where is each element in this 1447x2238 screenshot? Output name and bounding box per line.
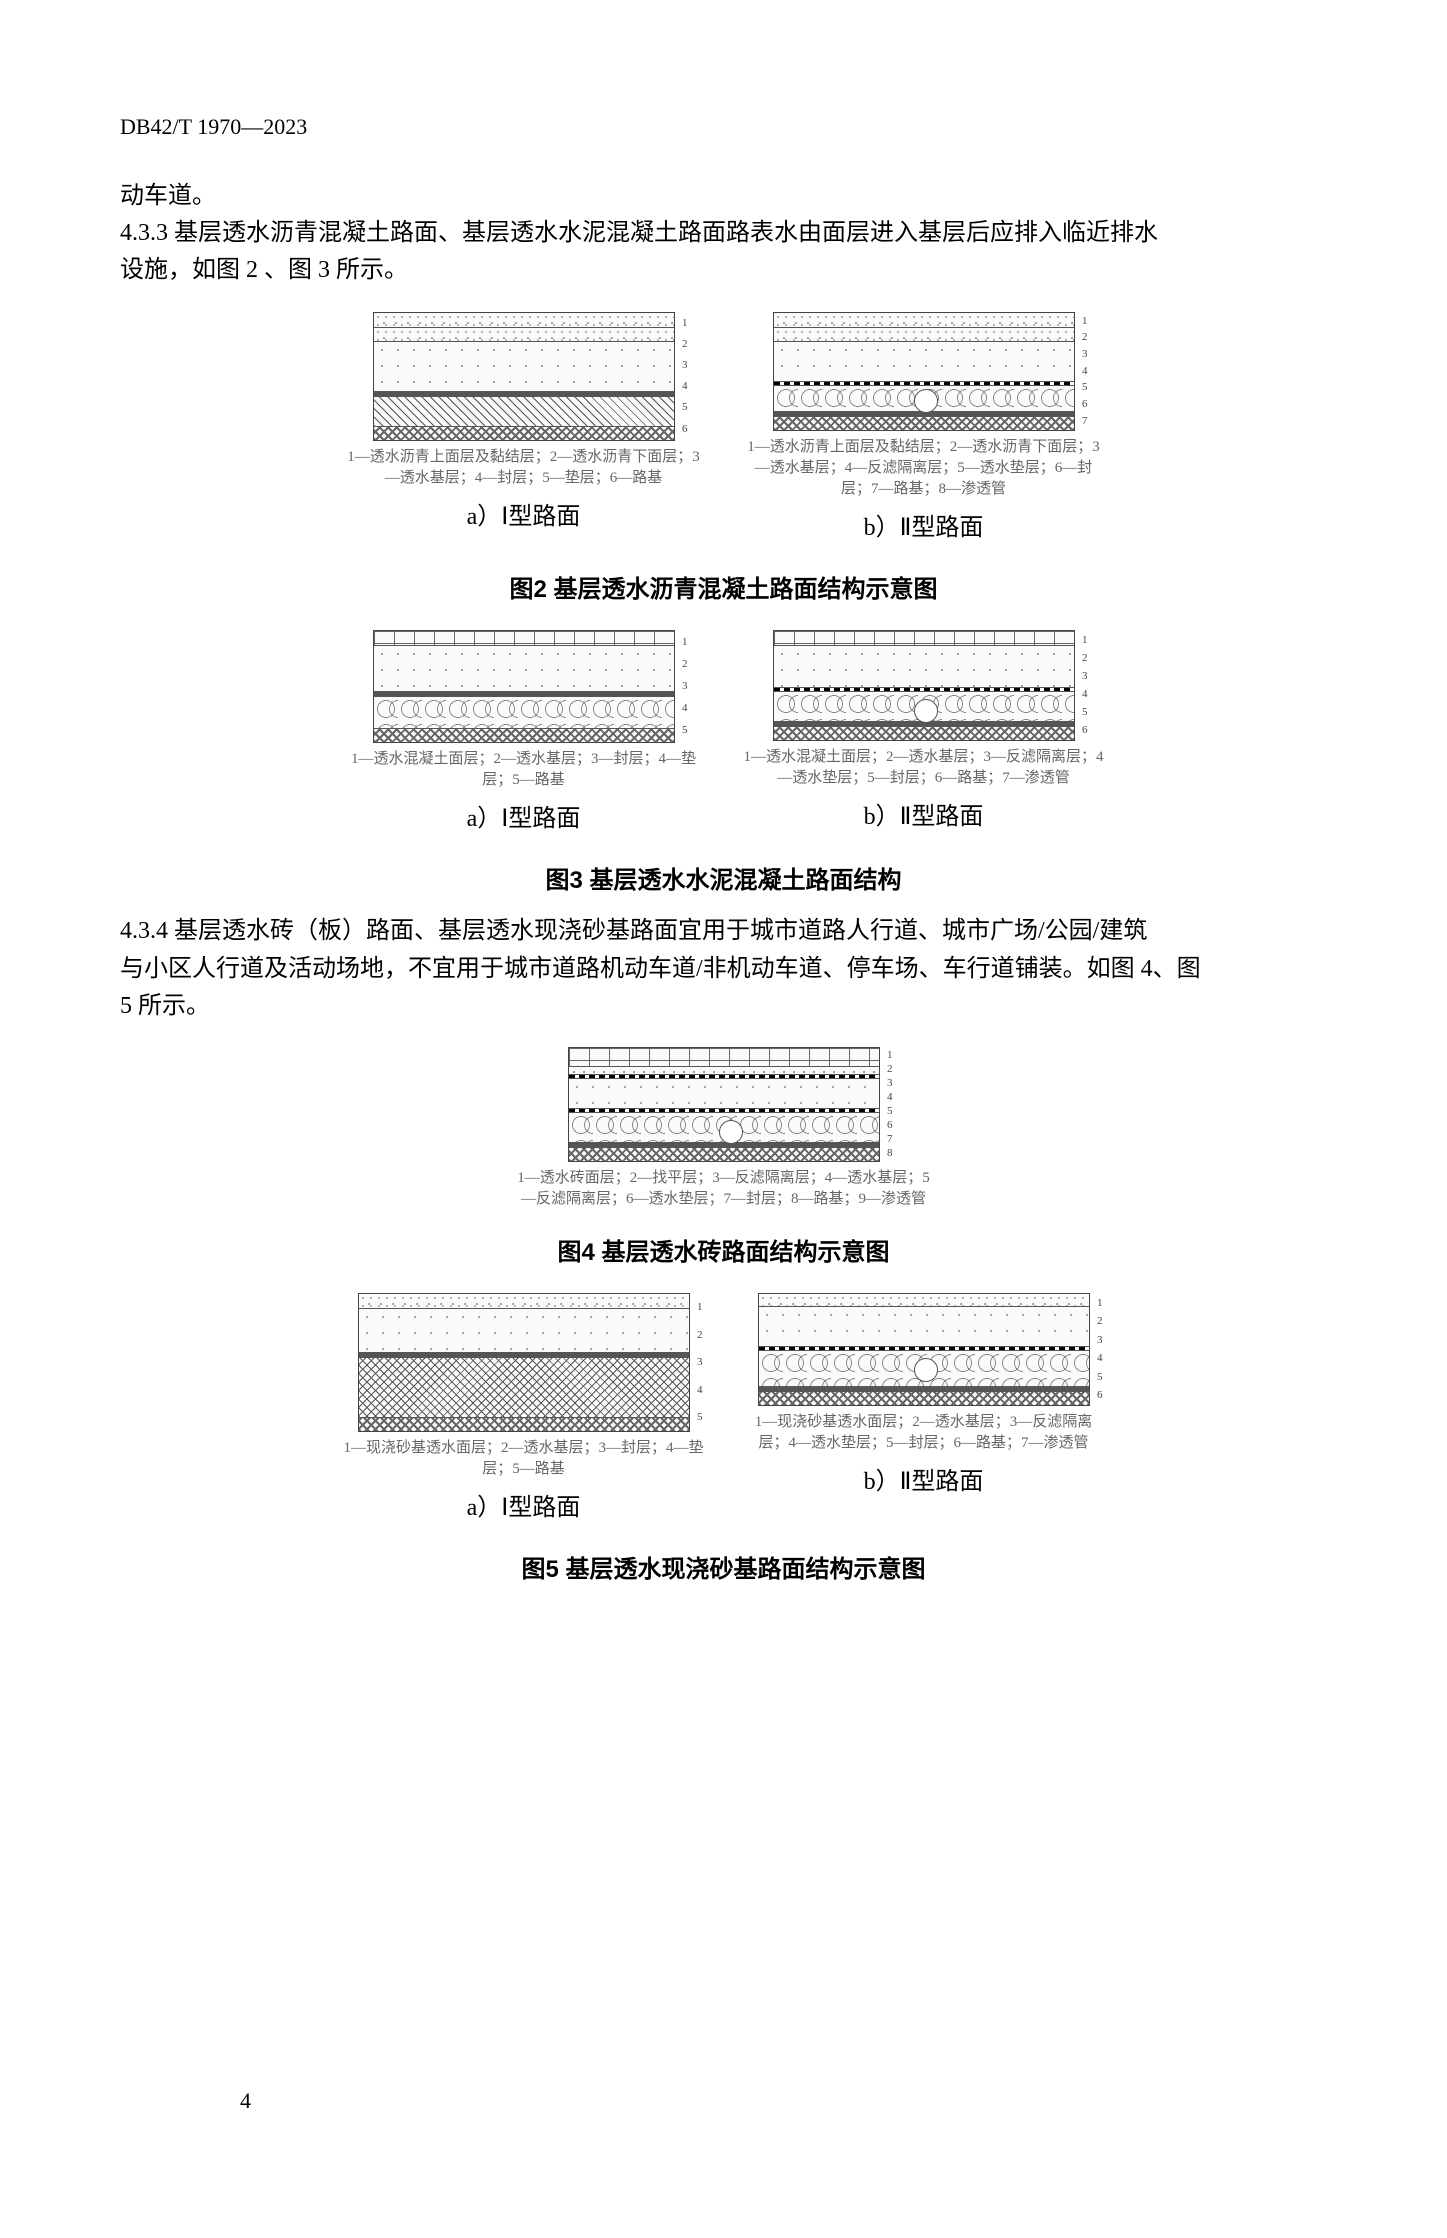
fig2-a-legend: 1—透水沥青上面层及黏结层；2—透水沥青下面层；3—透水基层；4—封层；5—垫层… (344, 447, 704, 489)
fig2-title: 图2 基层透水沥青混凝土路面结构示意图 (120, 571, 1327, 608)
fig3-b-legend: 1—透水混凝土面层；2—透水基层；3—反滤隔离层；4—透水垫层；5—封层；6—路… (744, 747, 1104, 789)
layer-numbers: 1234567 (1082, 313, 1088, 430)
layer-numbers: 12345 (682, 631, 688, 742)
layer (359, 1357, 689, 1417)
clause-num-434: 4.3.4 (120, 918, 168, 944)
layer-numbers: 123456 (682, 313, 688, 440)
cont-line: 动车道。 (120, 178, 1327, 215)
layer (759, 1306, 1089, 1346)
layer (374, 728, 674, 742)
fig5-title: 图5 基层透水现浇砂基路面结构示意图 (120, 1551, 1327, 1588)
fig5-a-label: a）Ⅰ型路面 (467, 1490, 581, 1527)
fig5-b-diagram: 123456 (758, 1293, 1090, 1406)
layer-numbers: 123456 (1082, 631, 1088, 740)
fig5-b-legend: 1—现浇砂基透水面层；2—透水基层；3—反滤隔离层；4—透水垫层；5—封层；6—… (744, 1412, 1104, 1454)
pipe-icon (914, 699, 938, 723)
layer (774, 631, 1074, 645)
fig3-a-legend: 1—透水混凝土面层；2—透水基层；3—封层；4—垫层；5—路基 (344, 749, 704, 791)
page-number: 4 (240, 2084, 251, 2118)
p-4-3-4-l3: 5 所示。 (120, 988, 1327, 1025)
layer (374, 313, 674, 327)
layer (774, 327, 1074, 341)
pipe-icon (719, 1120, 743, 1144)
fig5-b-label: b）Ⅱ型路面 (864, 1464, 984, 1501)
p-4-3-3-l2: 设施，如图 2 、图 3 所示。 (120, 252, 1327, 289)
layer (359, 1417, 689, 1431)
fig4-title: 图4 基层透水砖路面结构示意图 (120, 1234, 1327, 1271)
layer-numbers: 12345 (697, 1294, 703, 1431)
fig5-a: 12345 1—现浇砂基透水面层；2—透水基层；3—封层；4—垫层；5—路基 a… (344, 1293, 704, 1527)
fig3-b-label: b）Ⅱ型路面 (864, 799, 984, 836)
fig3-a-diagram: 12345 (373, 630, 675, 743)
fig2-b-diagram: 1234567 (773, 312, 1075, 431)
layer (374, 327, 674, 341)
pipe-icon (914, 389, 938, 413)
layer (759, 1294, 1089, 1306)
fig2-a-diagram: 123456 (373, 312, 675, 441)
layer (374, 341, 674, 391)
fig2: 123456 1—透水沥青上面层及黏结层；2—透水沥青下面层；3—透水基层；4—… (120, 312, 1327, 547)
layer (359, 1308, 689, 1352)
fig3-title: 图3 基层透水水泥混凝土路面结构 (120, 862, 1327, 899)
layer (774, 645, 1074, 687)
layer (374, 426, 674, 440)
p-4-3-4-l2: 与小区人行道及活动场地，不宜用于城市道路机动车道/非机动车道、停车场、车行道铺装… (120, 951, 1327, 988)
fig2-b: 1234567 1—透水沥青上面层及黏结层；2—透水沥青下面层；3—透水基层；4… (744, 312, 1104, 547)
doc-code: DB42/T 1970—2023 (120, 110, 1327, 144)
layer-numbers: 123456 (1097, 1294, 1103, 1405)
layer-numbers: 12345678 (887, 1048, 893, 1161)
fig5: 12345 1—现浇砂基透水面层；2—透水基层；3—封层；4—垫层；5—路基 a… (120, 1293, 1327, 1527)
clause-434-text: 基层透水砖（板）路面、基层透水现浇砂基路面宜用于城市道路人行道、城市广场/公园/… (168, 918, 1147, 944)
layer (759, 1391, 1089, 1405)
layer (374, 631, 674, 645)
fig3-a: 12345 1—透水混凝土面层；2—透水基层；3—封层；4—垫层；5—路基 a）… (344, 630, 704, 838)
layer (569, 1066, 879, 1074)
p-4-3-4: 4.3.4 基层透水砖（板）路面、基层透水现浇砂基路面宜用于城市道路人行道、城市… (120, 913, 1327, 950)
fig5-a-diagram: 12345 (358, 1293, 690, 1432)
layer (774, 313, 1074, 327)
clause-num: 4.3.3 (120, 220, 168, 246)
fig2-a-label: a）Ⅰ型路面 (467, 499, 581, 536)
layer (374, 645, 674, 691)
fig3-b-diagram: 123456 (773, 630, 1075, 741)
layer (774, 341, 1074, 381)
fig5-b: 123456 1—现浇砂基透水面层；2—透水基层；3—反滤隔离层；4—透水垫层；… (744, 1293, 1104, 1527)
fig4-legend: 1—透水砖面层；2—找平层；3—反滤隔离层；4—透水基层；5—反滤隔离层；6—透… (514, 1168, 934, 1210)
pipe-icon (914, 1358, 938, 1382)
p-4-3-3: 4.3.3 基层透水沥青混凝土路面、基层透水水泥混凝土路面路表水由面层进入基层后… (120, 215, 1327, 252)
layer (569, 1078, 879, 1108)
fig3-a-label: a）Ⅰ型路面 (467, 801, 581, 838)
layer (569, 1048, 879, 1066)
fig4: 12345678 1—透水砖面层；2—找平层；3—反滤隔离层；4—透水基层；5—… (120, 1047, 1327, 1210)
layer (374, 696, 674, 728)
fig5-a-legend: 1—现浇砂基透水面层；2—透水基层；3—封层；4—垫层；5—路基 (344, 1438, 704, 1480)
layer (374, 396, 674, 426)
fig4-single: 12345678 1—透水砖面层；2—找平层；3—反滤隔离层；4—透水基层；5—… (514, 1047, 934, 1210)
layer (359, 1294, 689, 1308)
fig2-b-label: b）Ⅱ型路面 (864, 510, 984, 547)
layer (774, 416, 1074, 430)
fig3-b: 123456 1—透水混凝土面层；2—透水基层；3—反滤隔离层；4—透水垫层；5… (744, 630, 1104, 838)
clause-text: 基层透水沥青混凝土路面、基层透水水泥混凝土路面路表水由面层进入基层后应排入临近排… (168, 220, 1158, 246)
fig2-a: 123456 1—透水沥青上面层及黏结层；2—透水沥青下面层；3—透水基层；4—… (344, 312, 704, 547)
fig2-b-legend: 1—透水沥青上面层及黏结层；2—透水沥青下面层；3—透水基层；4—反滤隔离层；5… (744, 437, 1104, 500)
layer (569, 1147, 879, 1161)
fig3: 12345 1—透水混凝土面层；2—透水基层；3—封层；4—垫层；5—路基 a）… (120, 630, 1327, 838)
fig4-diagram: 12345678 (568, 1047, 880, 1162)
layer (774, 726, 1074, 740)
